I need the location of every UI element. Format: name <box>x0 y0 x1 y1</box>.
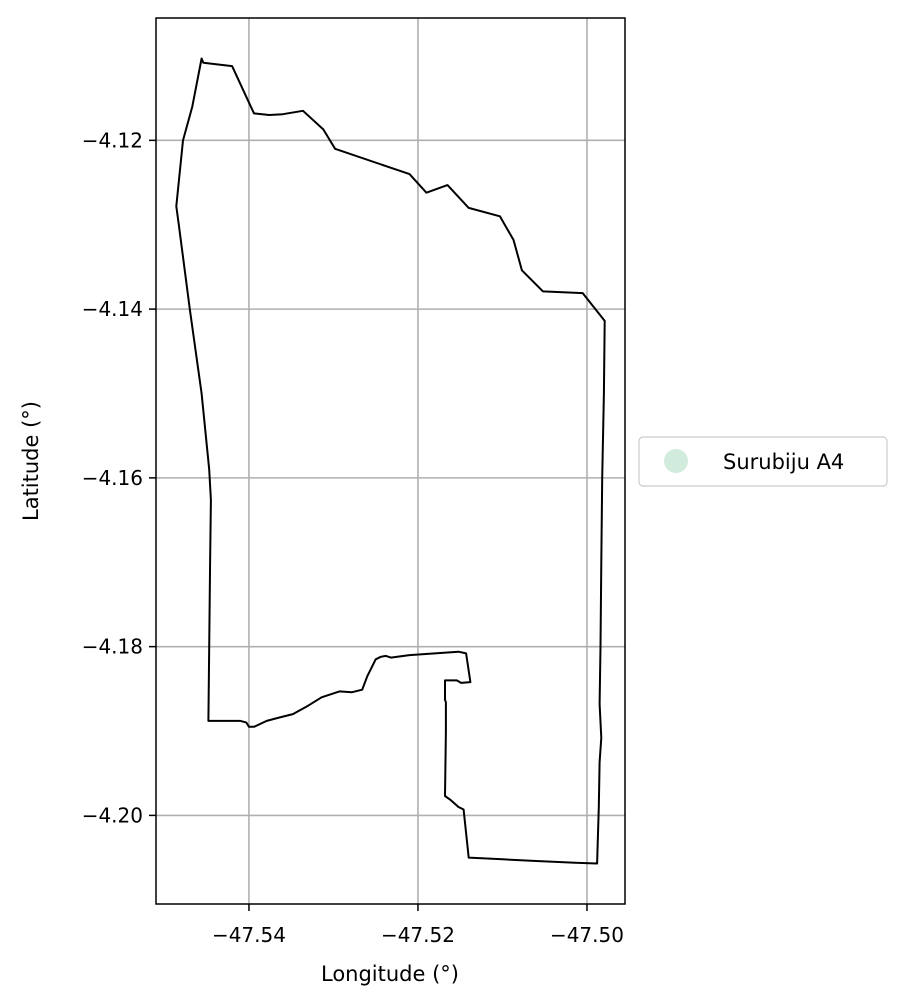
grid <box>156 18 625 904</box>
x-tick-label: −47.50 <box>550 923 624 947</box>
y-axis-label: Latitude (°) <box>19 401 43 521</box>
plot-frame <box>155 17 626 905</box>
x-axis-ticks: −47.54 −47.52 −47.50 <box>212 904 624 947</box>
y-axis-ticks: −4.12 −4.14 −4.16 −4.18 −4.20 <box>82 128 156 827</box>
legend: Surubiju A4 <box>638 436 888 487</box>
x-tick-label: −47.52 <box>381 923 455 947</box>
legend-marker <box>664 449 688 473</box>
legend-label: Surubiju A4 <box>723 450 844 474</box>
y-tick-label: −4.12 <box>82 128 143 152</box>
x-tick-label: −47.54 <box>212 923 286 947</box>
surubiju-a4-boundary <box>175 57 606 865</box>
y-tick-label: −4.20 <box>82 803 143 827</box>
legend-box <box>638 436 888 487</box>
y-tick-label: −4.18 <box>82 635 143 659</box>
y-tick-label: −4.16 <box>82 466 143 490</box>
x-axis-label: Longitude (°) <box>321 962 459 986</box>
y-tick-label: −4.14 <box>82 297 143 321</box>
